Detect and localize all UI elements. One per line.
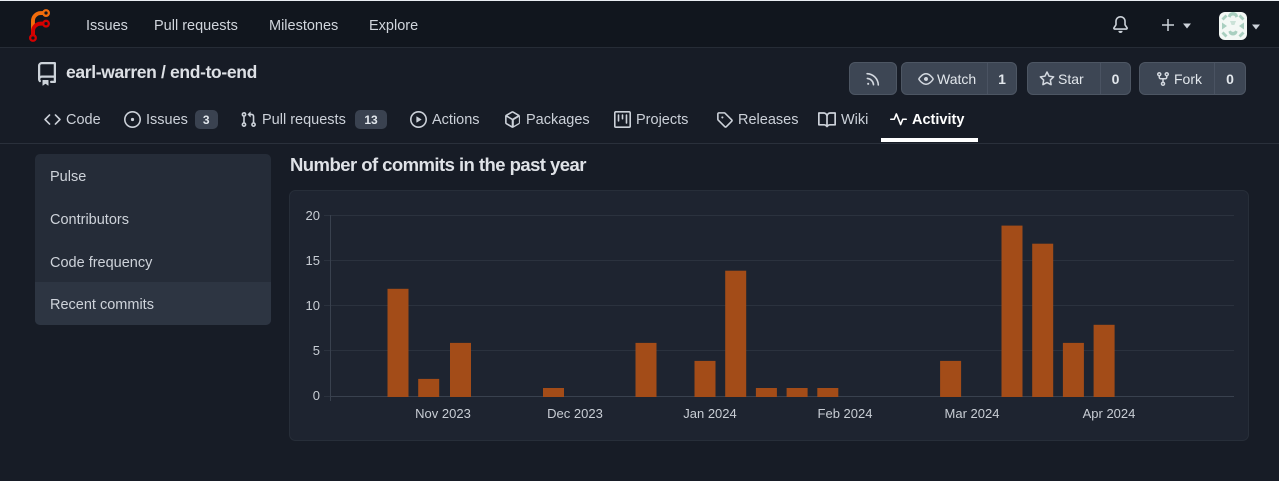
svg-text:Apr 2024: Apr 2024 [1083, 406, 1136, 421]
svg-text:Dec 2023: Dec 2023 [547, 406, 603, 421]
svg-text:15: 15 [306, 253, 320, 268]
svg-text:20: 20 [306, 208, 320, 223]
svg-text:10: 10 [306, 298, 320, 313]
svg-text:Nov 2023: Nov 2023 [415, 406, 471, 421]
svg-text:Jan 2024: Jan 2024 [683, 406, 737, 421]
svg-text:Feb 2024: Feb 2024 [818, 406, 873, 421]
svg-text:Mar 2024: Mar 2024 [945, 406, 1000, 421]
svg-text:5: 5 [313, 343, 320, 358]
svg-text:0: 0 [313, 388, 320, 403]
